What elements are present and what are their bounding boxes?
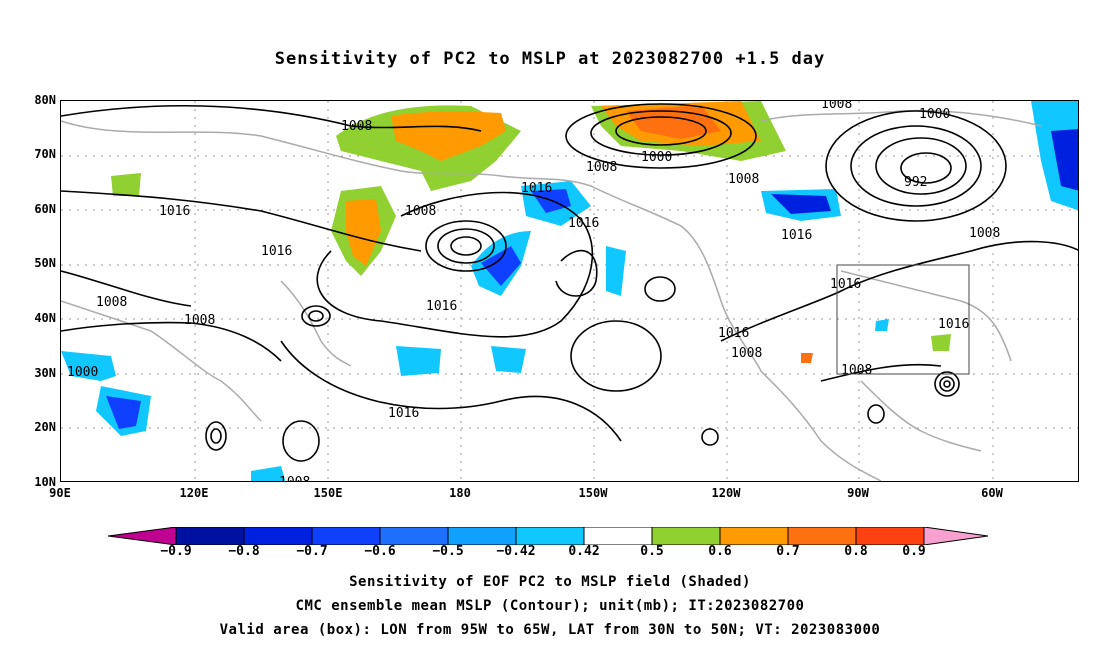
colorbar-low-arrow	[108, 527, 177, 545]
mslp-contours	[61, 103, 1078, 462]
colorbar-cell	[855, 527, 925, 545]
lat-label-60n: 60N	[34, 202, 56, 216]
lon-label-60w: 60W	[981, 486, 1003, 500]
coastlines	[61, 109, 1042, 481]
lon-label-90w: 90W	[847, 486, 869, 500]
colorbar-label: 0.7	[776, 544, 800, 559]
contour-label: 1016	[388, 406, 419, 421]
colorbar	[108, 527, 988, 545]
lon-label-90e: 90E	[49, 486, 71, 500]
lat-label-20n: 20N	[34, 420, 56, 434]
map-panel: 1008 1000 1008 992 1008 1016 1008 1016 1…	[60, 100, 1079, 482]
lat-label-40n: 40N	[34, 311, 56, 325]
contour-label: 1016	[159, 204, 190, 219]
caption-line-3: Valid area (box): LON from 95W to 65W, L…	[219, 622, 881, 638]
lat-label-70n: 70N	[34, 147, 56, 161]
contour-label: 1008	[341, 119, 372, 134]
sensitivity-shading	[61, 101, 1078, 481]
contour-label: 1016	[830, 277, 861, 292]
contour-label: 1016	[718, 326, 749, 341]
contour-label: 1008	[279, 475, 310, 481]
contour-label: 1008	[184, 313, 215, 328]
contour-label-group: 1008 1000 1008 992 1008 1016 1008 1016 1…	[67, 101, 1000, 481]
colorbar-cell	[175, 527, 245, 545]
lat-label-30n: 30N	[34, 366, 56, 380]
contour-label: 1016	[938, 317, 969, 332]
contour-label: 1008	[969, 226, 1000, 241]
lat-label-50n: 50N	[34, 256, 56, 270]
contour-label: 1008	[586, 160, 617, 175]
colorbar-label: 0.5	[640, 544, 664, 559]
colorbar-high-arrow	[923, 527, 988, 545]
contour-label: 1008	[731, 346, 762, 361]
colorbar-label: 0.9	[902, 544, 926, 559]
valid-area-box	[836, 264, 970, 375]
colorbar-cell	[379, 527, 449, 545]
contour-label-1000-atlantic: 1000	[919, 107, 950, 122]
colorbar-label: −0.9	[160, 544, 192, 559]
contour-label: 992	[904, 175, 927, 190]
contour-label: 1008	[821, 101, 852, 112]
lon-label-120w: 120W	[711, 486, 741, 500]
colorbar-label: 0.42	[568, 544, 600, 559]
colorbar-cell	[719, 527, 789, 545]
contour-label: 1008	[728, 172, 759, 187]
map-title: Sensitivity of PC2 to MSLP at 2023082700…	[274, 49, 826, 69]
contour-label: 1016	[781, 228, 812, 243]
colorbar-cell	[583, 527, 653, 545]
contour-label: 1016	[261, 244, 292, 259]
lat-lon-grid	[61, 101, 1078, 481]
colorbar-label: −0.6	[364, 544, 396, 559]
contour-label: 1008	[841, 363, 872, 378]
colorbar-cell	[311, 527, 381, 545]
contour-label: 1000	[641, 150, 672, 165]
colorbar-label: −0.5	[432, 544, 464, 559]
colorbar-label: −0.42	[496, 544, 536, 559]
colorbar-cell	[243, 527, 313, 545]
lon-label-150e: 150E	[313, 486, 343, 500]
colorbar-label: 0.6	[708, 544, 732, 559]
contour-label: 1016	[426, 299, 457, 314]
contour-label: 1016	[568, 216, 599, 231]
colorbar-label: 0.8	[844, 544, 868, 559]
contour-label: 1016	[521, 181, 552, 196]
contour-label: 1008	[405, 204, 436, 219]
map-canvas: 1008 1000 1008 992 1008 1016 1008 1016 1…	[61, 101, 1078, 481]
contour-label: 1008	[96, 295, 127, 310]
colorbar-label: −0.8	[228, 544, 260, 559]
colorbar-cell	[787, 527, 857, 545]
lon-label-180: 180	[449, 486, 471, 500]
colorbar-cell	[515, 527, 585, 545]
contour-label: 1000	[67, 365, 98, 380]
lon-label-150w: 150W	[578, 486, 608, 500]
colorbar-label: −0.7	[296, 544, 328, 559]
caption-line-2: CMC ensemble mean MSLP (Contour); unit(m…	[295, 598, 805, 614]
caption-line-1: Sensitivity of EOF PC2 to MSLP field (Sh…	[349, 574, 751, 590]
colorbar-cell	[447, 527, 517, 545]
colorbar-cell	[651, 527, 721, 545]
lat-label-10n: 10N	[34, 475, 56, 489]
lon-label-120e: 120E	[179, 486, 209, 500]
lat-label-80n: 80N	[34, 93, 56, 107]
